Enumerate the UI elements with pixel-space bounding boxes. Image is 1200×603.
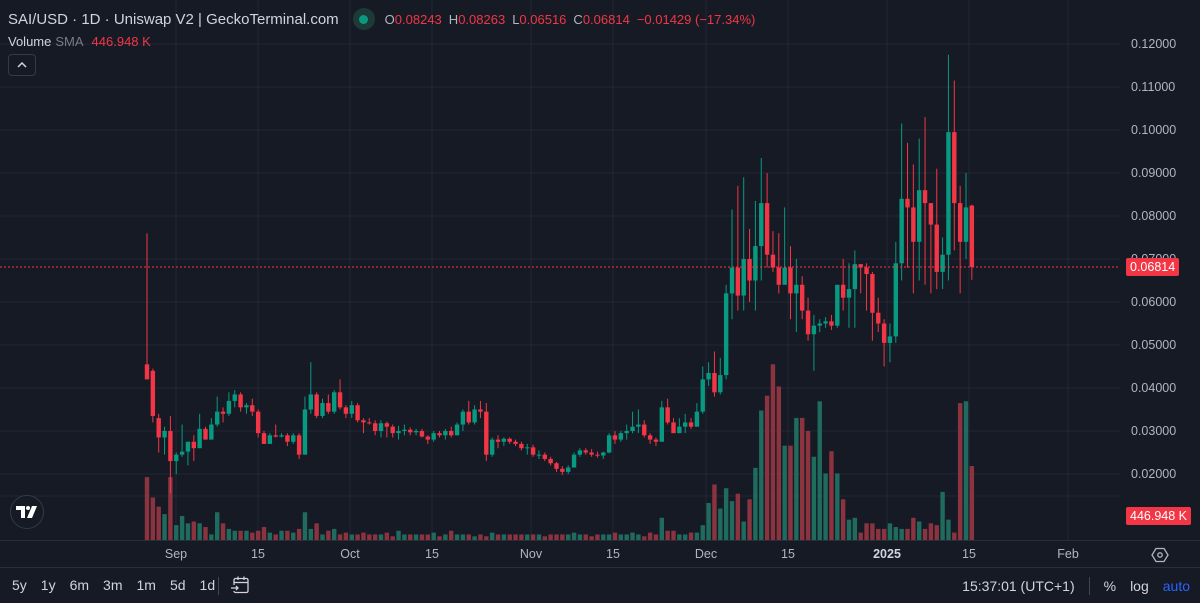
price-tick: 0.10000	[1131, 123, 1177, 137]
range-5y-button[interactable]: 5y	[12, 577, 27, 593]
settings-hexagon-icon	[1151, 547, 1169, 562]
price-tick: 0.09000	[1131, 166, 1177, 180]
range-1m-button[interactable]: 1m	[136, 577, 156, 593]
last-price-tag: 0.06814	[1126, 257, 1180, 276]
low-value: 0.06516	[519, 11, 567, 27]
chart-pane[interactable]	[0, 0, 1120, 540]
tradingview-logo-icon	[16, 506, 37, 518]
price-tick: 0.02000	[1131, 467, 1177, 481]
close-value: 0.06814	[582, 11, 630, 27]
current-time[interactable]: 15:37:01 (UTC+1)	[962, 578, 1075, 594]
time-tick: 15	[781, 547, 795, 561]
time-tick: Oct	[340, 547, 360, 561]
time-tick: 15	[425, 547, 439, 561]
time-tick: Nov	[519, 547, 543, 561]
percent-scale-toggle[interactable]: %	[1103, 578, 1117, 594]
volume-tag: 446.948 K	[1126, 507, 1191, 525]
change-value: −0.01429 (−17.34%)	[636, 11, 756, 27]
calendar-goto-icon	[231, 576, 249, 594]
time-tick: Dec	[694, 547, 718, 561]
time-tick: Feb	[1057, 547, 1079, 561]
range-1y-button[interactable]: 1y	[40, 577, 56, 593]
date-range-buttons: 5y 1y 6m 3m 1m 5d 1d	[12, 577, 215, 593]
goto-date-button[interactable]	[230, 575, 250, 598]
price-tick: 0.12000	[1131, 37, 1177, 51]
chevron-up-icon	[17, 62, 27, 68]
open-value: 0.08243	[394, 11, 442, 27]
time-tick: 2025	[873, 547, 901, 561]
chart-legend: SAI/USD · 1D · Uniswap V2 | GeckoTermina…	[8, 8, 755, 30]
time-tick: 15	[962, 547, 976, 561]
price-tick: 0.04000	[1131, 381, 1177, 395]
price-tick: 0.08000	[1131, 209, 1177, 223]
price-tick: 0.05000	[1131, 338, 1177, 352]
scale-controls: 15:37:01 (UTC+1) % log auto	[962, 577, 1190, 595]
price-tick: 0.11000	[1131, 80, 1176, 94]
chart-settings-button[interactable]	[1120, 540, 1200, 568]
market-status-icon[interactable]	[352, 8, 375, 30]
range-5d-button[interactable]: 5d	[169, 577, 186, 593]
bottom-toolbar: 5y 1y 6m 3m 1m 5d 1d 15:37:01 (UTC+1) % …	[0, 567, 1200, 603]
high-value: 0.08263	[458, 11, 506, 27]
log-scale-toggle[interactable]: log	[1130, 578, 1149, 594]
time-tick: Sep	[164, 547, 188, 561]
auto-scale-toggle[interactable]: auto	[1162, 578, 1190, 594]
divider	[218, 577, 219, 595]
volume-sma-value: 446.948 K	[91, 34, 151, 49]
collapse-legend-button[interactable]	[8, 54, 36, 76]
price-tick: 0.03000	[1131, 424, 1177, 438]
ohlc-values: O0.08243 H0.08263 L0.06516 C0.06814 −0.0…	[384, 11, 756, 27]
candlestick-chart[interactable]	[0, 0, 1120, 540]
time-axis[interactable]: Sep 15 Oct 15 Nov 15 Dec 15 2025 15 Feb	[0, 540, 1120, 568]
time-tick: 15	[606, 547, 620, 561]
divider	[1088, 577, 1090, 595]
price-tick: 0.06000	[1131, 295, 1177, 309]
volume-legend[interactable]: Volume SMA 446.948 K	[8, 34, 151, 49]
range-1d-button[interactable]: 1d	[199, 577, 216, 593]
time-tick: 15	[251, 547, 265, 561]
volume-label: Volume	[8, 34, 52, 49]
range-3m-button[interactable]: 3m	[103, 577, 123, 593]
tradingview-logo[interactable]	[10, 495, 44, 529]
range-6m-button[interactable]: 6m	[69, 577, 90, 593]
sma-label: SMA	[55, 34, 84, 49]
symbol-title[interactable]: SAI/USD · 1D · Uniswap V2 | GeckoTermina…	[8, 10, 339, 28]
